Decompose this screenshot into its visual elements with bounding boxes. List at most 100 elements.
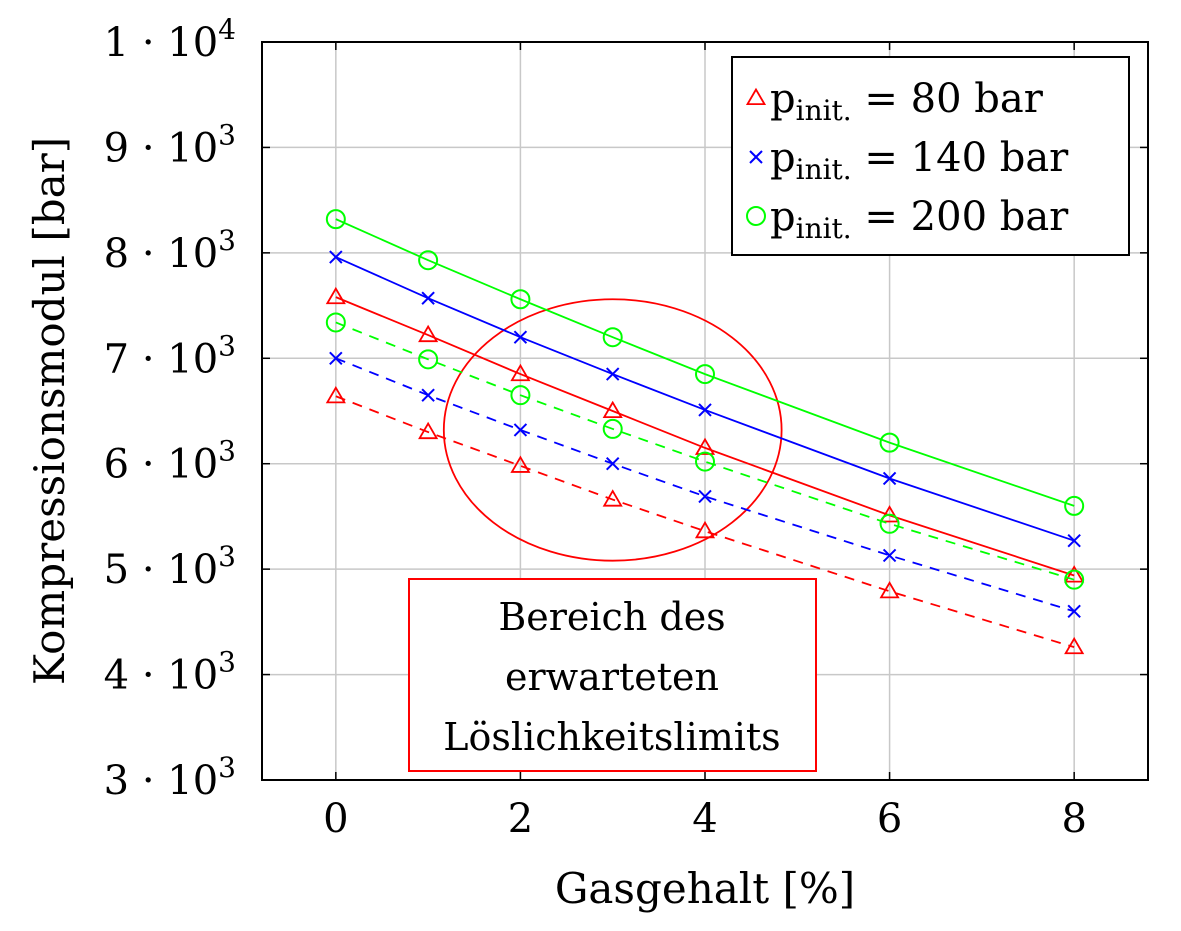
solubility-ellipse-layer <box>442 298 783 562</box>
circle-marker <box>879 432 900 453</box>
circle-marker <box>746 206 766 226</box>
circle-marker <box>1064 495 1085 516</box>
circle-marker <box>602 418 623 439</box>
series-6 <box>325 312 1085 590</box>
triangle-marker <box>1064 636 1085 655</box>
x-marker-stroke <box>421 291 435 305</box>
x-marker <box>606 367 620 381</box>
circle-marker <box>325 312 346 333</box>
circle-marker <box>418 250 439 271</box>
x-tick-labels: 0 2 4 6 8 <box>323 796 1087 842</box>
x-marker <box>513 330 528 344</box>
x-tick-label: 8 <box>1061 796 1086 842</box>
circle-marker <box>418 349 439 370</box>
x-marker-stroke <box>513 330 528 344</box>
triangle-marker <box>745 87 767 106</box>
series-5 <box>325 209 1085 516</box>
y-tick-label: 3 · 103 <box>104 751 236 804</box>
circle-marker <box>510 385 531 406</box>
triangle-marker <box>879 505 900 523</box>
triangle-marker <box>694 520 716 539</box>
x-tick-label: 2 <box>508 796 533 842</box>
triangle-marker <box>602 489 623 507</box>
solubility-note: Bereich des erwarteten Löslichkeitslimit… <box>408 578 817 772</box>
x-marker-stroke <box>421 388 435 402</box>
triangle-marker <box>418 421 439 440</box>
x-tick-label: 0 <box>323 796 348 842</box>
x-marker-stroke <box>1067 533 1081 548</box>
legend-entries: pinit. = 80 bar pinit. = 140 bar pinit. = … <box>745 76 1069 245</box>
series-2 <box>325 385 1085 655</box>
y-tick-label: 8 · 103 <box>104 224 236 277</box>
x-tick-label: 4 <box>692 796 717 842</box>
x-marker <box>1067 533 1081 548</box>
note-box <box>408 578 817 772</box>
circle-marker <box>602 327 623 348</box>
series-line <box>335 321 1075 581</box>
x-marker <box>421 388 435 402</box>
y-tick-label: 6 · 103 <box>104 435 236 488</box>
x-marker <box>882 471 897 486</box>
x-marker <box>329 250 343 264</box>
x-tick-label: 6 <box>877 796 902 842</box>
circle-marker <box>879 513 900 534</box>
triangle-marker <box>510 363 531 382</box>
data-series <box>325 209 1085 655</box>
note-line-3: Löslichkeitslimits <box>443 715 780 759</box>
legend-label: pinit. = 80 bar <box>770 76 1044 127</box>
x-marker-stroke <box>698 403 712 417</box>
x-marker-stroke <box>606 457 620 471</box>
y-tick-label: 4 · 103 <box>104 646 236 699</box>
legend-label: pinit. = 200 bar <box>770 194 1069 245</box>
triangle-marker <box>602 400 623 419</box>
triangle-marker <box>418 324 439 343</box>
circle-marker <box>695 364 715 385</box>
x-marker <box>513 423 528 437</box>
triangle-marker <box>325 286 346 305</box>
circle-marker <box>510 289 531 310</box>
x-marker-stroke <box>882 548 897 563</box>
x-marker-stroke <box>698 489 712 504</box>
y-tick-label: 1 · 104 <box>104 13 236 66</box>
circle-marker <box>695 451 715 472</box>
legend: pinit. = 80 bar pinit. = 140 bar pinit. = … <box>731 56 1130 256</box>
y-tick-label: 5 · 103 <box>104 540 236 593</box>
y-axis-label: Kompressionsmodul [bar] <box>25 137 74 685</box>
x-marker <box>329 351 343 365</box>
series-line <box>335 218 1075 507</box>
circle-marker <box>1064 569 1085 590</box>
triangle-marker <box>694 437 716 455</box>
x-marker-stroke <box>1067 604 1081 619</box>
x-marker-stroke <box>606 367 620 381</box>
x-marker-stroke <box>749 150 763 164</box>
series-4 <box>329 351 1081 619</box>
y-tick-label: 7 · 103 <box>104 329 236 382</box>
x-marker <box>606 457 620 471</box>
legend-box <box>731 56 1130 256</box>
y-tick-label: 9 · 103 <box>104 118 236 171</box>
note-line-1: Bereich des <box>498 595 725 639</box>
x-marker <box>882 548 897 563</box>
x-marker <box>421 291 435 305</box>
x-marker-stroke <box>882 471 897 486</box>
triangle-marker <box>510 455 531 473</box>
triangle-marker <box>879 580 900 599</box>
x-marker-stroke <box>513 423 528 437</box>
note-line-2: erwarteten <box>505 655 719 699</box>
circle-marker <box>325 209 346 230</box>
series-line <box>335 395 1075 649</box>
plot-frame <box>261 41 1149 781</box>
solubility-ellipse <box>442 298 783 562</box>
x-marker-stroke <box>329 250 343 264</box>
legend-label: pinit. = 140 bar <box>770 135 1069 186</box>
series-3 <box>329 250 1081 548</box>
triangle-marker <box>1064 565 1085 583</box>
x-marker-stroke <box>329 351 343 365</box>
y-tick-labels: 3 · 103 4 · 103 5 · 103 6 · 103 7 · 103 8 · 1… <box>104 13 236 804</box>
x-axis-label: Gasgehalt [%] <box>555 864 855 913</box>
x-marker <box>698 403 712 417</box>
x-marker <box>749 150 763 164</box>
x-marker <box>1067 604 1081 619</box>
triangle-marker <box>325 385 346 404</box>
